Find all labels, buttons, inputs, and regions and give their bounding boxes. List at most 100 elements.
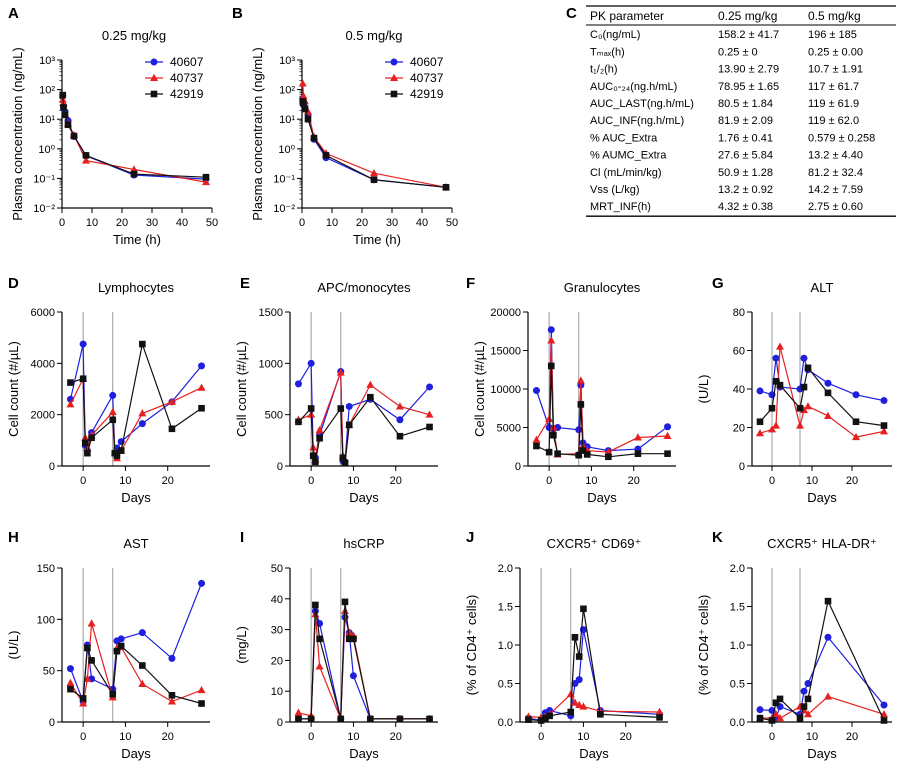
table-cell: C₀(ng/mL) [590,29,640,41]
table-cell: AUC_LAST(ng.h/mL) [590,98,694,110]
y-tick-label: 10⁰ [278,144,295,156]
chart-title: CXCR5⁺ CD69⁺ [547,536,642,551]
x-tick-label: 0 [299,217,305,229]
data-point [772,378,780,385]
chart-panel-h: H AST 0 50 100 150 0 10 20 Days (U/L) [6,529,210,761]
y-tick-label: 30 [271,625,283,637]
y-tick-label: 2.0 [730,563,745,575]
data-point [756,387,764,395]
data-point [109,416,117,424]
table-cell: Tₘₐₓ(h) [590,46,625,58]
data-point [315,425,324,434]
y-tick-label: 50 [271,563,283,575]
data-point [301,105,309,113]
data-point [138,420,146,428]
table-cell: Vss (L/kg) [590,184,640,196]
data-point [109,391,117,399]
chart-panel-f: F Granulocytes 0 5000 10000 15000 20000 0 10 20 Da… [466,275,676,505]
y-tick-label: 100 [37,614,55,626]
data-point [824,411,832,419]
data-point [426,383,434,391]
x-tick-label: 0 [80,475,86,487]
x-tick-label: 0 [80,731,86,743]
data-point [307,405,315,412]
x-tick-label: 10 [326,217,338,229]
data-point [197,383,206,391]
panel-letter: E [240,275,250,292]
data-point [202,177,210,186]
table-cell: 13.2 ± 4.40 [808,150,863,162]
data-point [339,454,347,462]
data-point [566,690,575,698]
series-40737 [66,619,206,707]
data-point [880,701,888,709]
y-tick-label: 0 [49,461,55,473]
table-cell: Cl (mL/min/kg) [590,167,662,179]
data-point [59,91,67,99]
data-point [79,695,87,702]
series-40607 [299,95,450,191]
series-line-42919 [759,366,885,427]
y-tick-label: 0 [277,717,283,729]
x-axis-label: Days [349,490,379,505]
y-tick-label: 10000 [490,384,521,396]
data-point [634,450,642,457]
data-point [350,635,357,643]
data-point [198,700,205,707]
data-point [776,713,784,722]
y-tick-label: 80 [733,307,745,319]
data-point [852,432,860,441]
data-point [367,393,374,401]
y-tick-label: 10³ [279,55,295,67]
x-axis-label: Days [807,746,837,761]
chart-title: CXCR5⁺ HLA-DR⁺ [767,536,877,551]
data-point [533,442,540,450]
table-cell: MRT_INF(h) [590,201,651,213]
legend: 40607 40737 42919 [385,55,444,101]
data-point [307,359,315,367]
x-axis-label: Time (h) [353,232,401,247]
y-tick-label: 10⁻² [273,203,295,215]
data-point [575,653,583,660]
series-42919 [525,605,663,724]
panel-letter: F [466,275,475,292]
table-cell: AUC₀‑₂₄(ng.h/mL) [590,81,677,93]
y-tick-label: 20 [733,423,745,435]
series-42919 [295,598,433,723]
data-point [117,447,125,454]
legend-marker-40607 [150,58,158,66]
data-point [577,401,585,408]
data-point [579,447,587,454]
data-point [852,391,860,399]
x-tick-label: 40 [416,217,428,229]
panel-letter: I [240,529,244,546]
data-point [547,336,556,344]
x-tick-label: 20 [390,475,402,487]
x-tick-label: 0 [308,475,314,487]
data-point [575,676,583,684]
series-42919 [67,340,205,460]
data-point [756,429,764,437]
data-point [395,402,404,410]
x-tick-label: 10 [577,731,589,743]
y-tick-label: 60 [733,346,745,358]
data-point [800,383,808,391]
y-tick-label: 1.0 [498,640,513,652]
series-line-42919 [62,95,207,178]
y-tick-label: 10⁰ [38,144,55,156]
data-point [168,692,176,699]
x-axis-label: Days [807,490,837,505]
table-row: C₀(ng/mL) 158.2 ± 41.7 196 ± 185 [590,29,857,41]
x-tick-label: 0 [769,475,775,487]
data-point [804,402,812,410]
legend-marker-40607 [390,58,398,66]
table-cell: 1.76 ± 0.41 [718,132,773,144]
data-point [800,703,808,710]
data-point [532,435,541,443]
data-point [370,168,378,177]
data-point [299,91,308,100]
table-cell: 13.2 ± 0.92 [718,184,773,196]
panel-letter: K [712,529,723,546]
data-point [345,628,354,636]
